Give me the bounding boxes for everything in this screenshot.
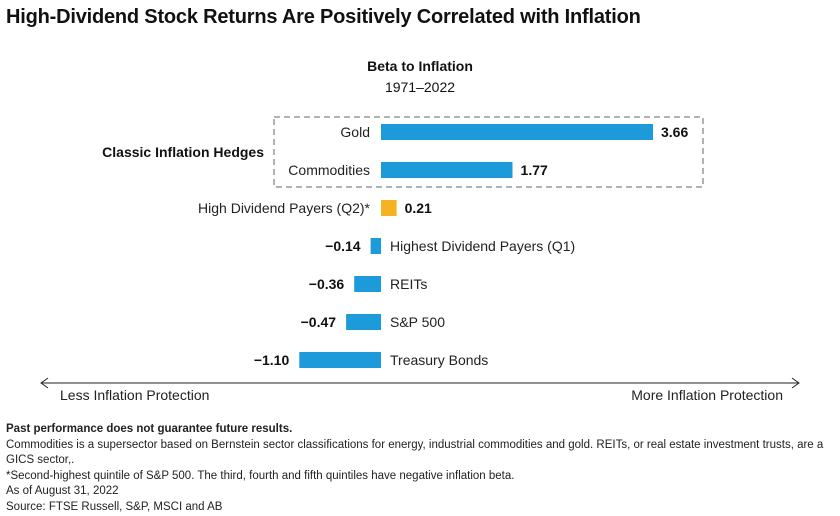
category-label-commodities: Commodities [288,162,370,178]
bar-highest-dividend-payers-q1 [370,238,381,254]
footnote-line: *Second-highest quintile of S&P 500. The… [6,469,515,482]
bar-reits [354,276,381,292]
axis-arrow [40,377,800,389]
chart-title: Beta to Inflation [367,58,473,74]
chart: Beta to Inflation 1971–2022 Classic Infl… [40,58,800,403]
value-label-highest-dividend-payers-q1: −0.14 [325,238,361,254]
category-label-reits: REITs [390,276,427,292]
value-label-high-dividend-payers-q2: 0.21 [405,200,432,216]
footnote-disclaimer: Past performance does not guarantee futu… [6,423,293,435]
category-label-highest-dividend-payers-q1: Highest Dividend Payers (Q1) [390,238,575,254]
bar-treasury-bonds [299,352,381,368]
page-title: High-Dividend Stock Returns Are Positive… [6,6,641,28]
footnote-line: Source: FTSE Russell, S&P, MSCI and AB [6,500,223,513]
value-label-treasury-bonds: −1.10 [254,352,290,368]
bar-high-dividend-payers-q2 [381,200,397,216]
value-label-commodities: 1.77 [521,162,548,178]
bar-s-p-500 [346,314,381,330]
value-label-reits: −0.36 [309,276,345,292]
category-label-high-dividend-payers-q2: High Dividend Payers (Q2)* [198,200,371,216]
category-label-s-p-500: S&P 500 [390,314,445,330]
footnotes: Past performance does not guarantee futu… [6,422,826,516]
group-box [273,116,704,188]
axis-right-label: More Inflation Protection [631,387,783,403]
bar-commodities [381,162,513,178]
bar-gold [381,124,653,140]
axis-left-label: Less Inflation Protection [60,387,209,403]
footnote-line: Commodities is a supersector based on Be… [6,438,824,467]
value-label-gold: 3.66 [661,124,688,140]
value-label-s-p-500: −0.47 [301,314,337,330]
category-label-gold: Gold [340,124,370,140]
chart-subtitle: 1971–2022 [385,79,455,95]
group-label: Classic Inflation Hedges [102,144,264,160]
axis-arrow-right [791,377,800,389]
footnote-line: As of August 31, 2022 [6,485,119,498]
category-label-treasury-bonds: Treasury Bonds [390,352,488,368]
bars-layer: Gold 3.66 Commodities 1.77 High Dividend Pay… [198,124,688,368]
axis-arrow-left [40,377,49,389]
